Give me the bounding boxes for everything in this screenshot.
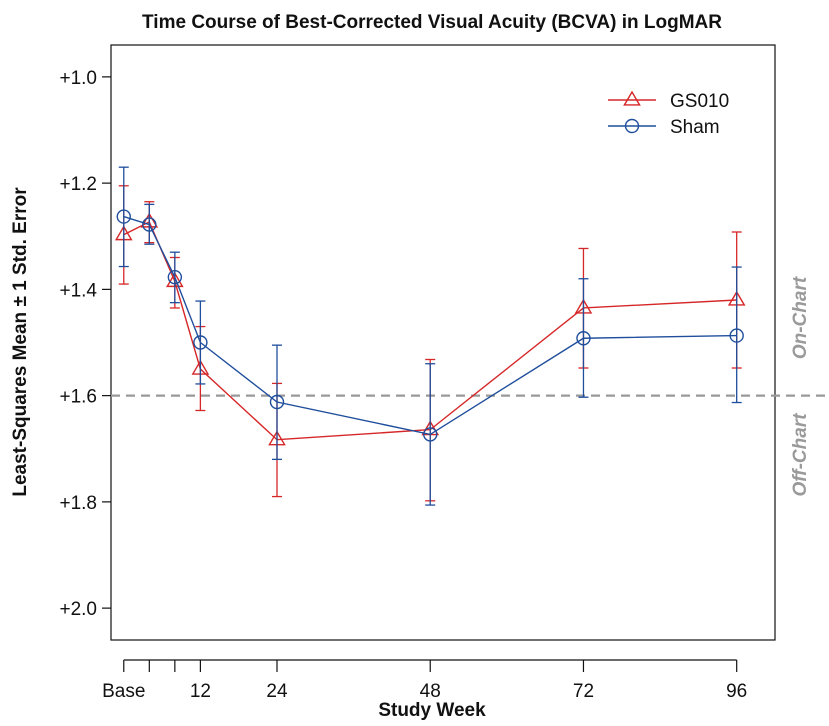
data-point-circle: [423, 427, 438, 442]
data-point-circle: [167, 269, 183, 285]
plot-frame: [110, 44, 776, 641]
y-tick-label: +1.0: [59, 68, 97, 89]
legend-marker-triangle: [623, 90, 641, 106]
y-tick-label: +1.6: [59, 387, 97, 408]
legend-marker-circle: [624, 118, 640, 134]
y-tick-label: +1.4: [59, 280, 97, 301]
x-tick-label: 48: [420, 681, 441, 702]
x-axis-label: Study Week: [378, 700, 486, 721]
y-tick-label: +1.2: [59, 174, 97, 195]
y-axis: +1.0 +1.2 +1.4 +1.6 +1.8 +2.0: [59, 68, 111, 620]
data-point-circle: [576, 331, 591, 346]
off-chart-label: Off-Chart: [790, 413, 811, 497]
x-tick-label: 96: [726, 681, 747, 702]
series-line: [123, 215, 737, 436]
legend-label: Sham: [670, 117, 720, 138]
data-point-circle: [116, 209, 131, 224]
x-axis: Base 12 24 48 72 96: [102, 659, 747, 702]
series-group: [114, 166, 746, 506]
data-point-circle: [269, 394, 285, 410]
legend: GS010 Sham: [608, 90, 729, 138]
y-tick-label: +2.0: [59, 599, 97, 620]
series-sham: [116, 166, 744, 506]
legend-label: GS010: [670, 91, 729, 112]
chart-title: Time Course of Best-Corrected Visual Acu…: [142, 12, 722, 33]
x-tick-label: 24: [266, 681, 288, 702]
x-tick-label: Base: [102, 681, 145, 702]
data-point-circle: [729, 328, 744, 343]
x-tick-label: 12: [190, 681, 211, 702]
on-chart-label: On-Chart: [790, 276, 811, 359]
y-axis-label: Least-Squares Mean ± 1 Std. Error: [10, 187, 31, 497]
x-tick-label: 72: [573, 681, 594, 702]
y-tick-label: +1.8: [59, 493, 97, 514]
data-point-circle: [142, 217, 157, 232]
data-point-circle: [193, 335, 208, 350]
